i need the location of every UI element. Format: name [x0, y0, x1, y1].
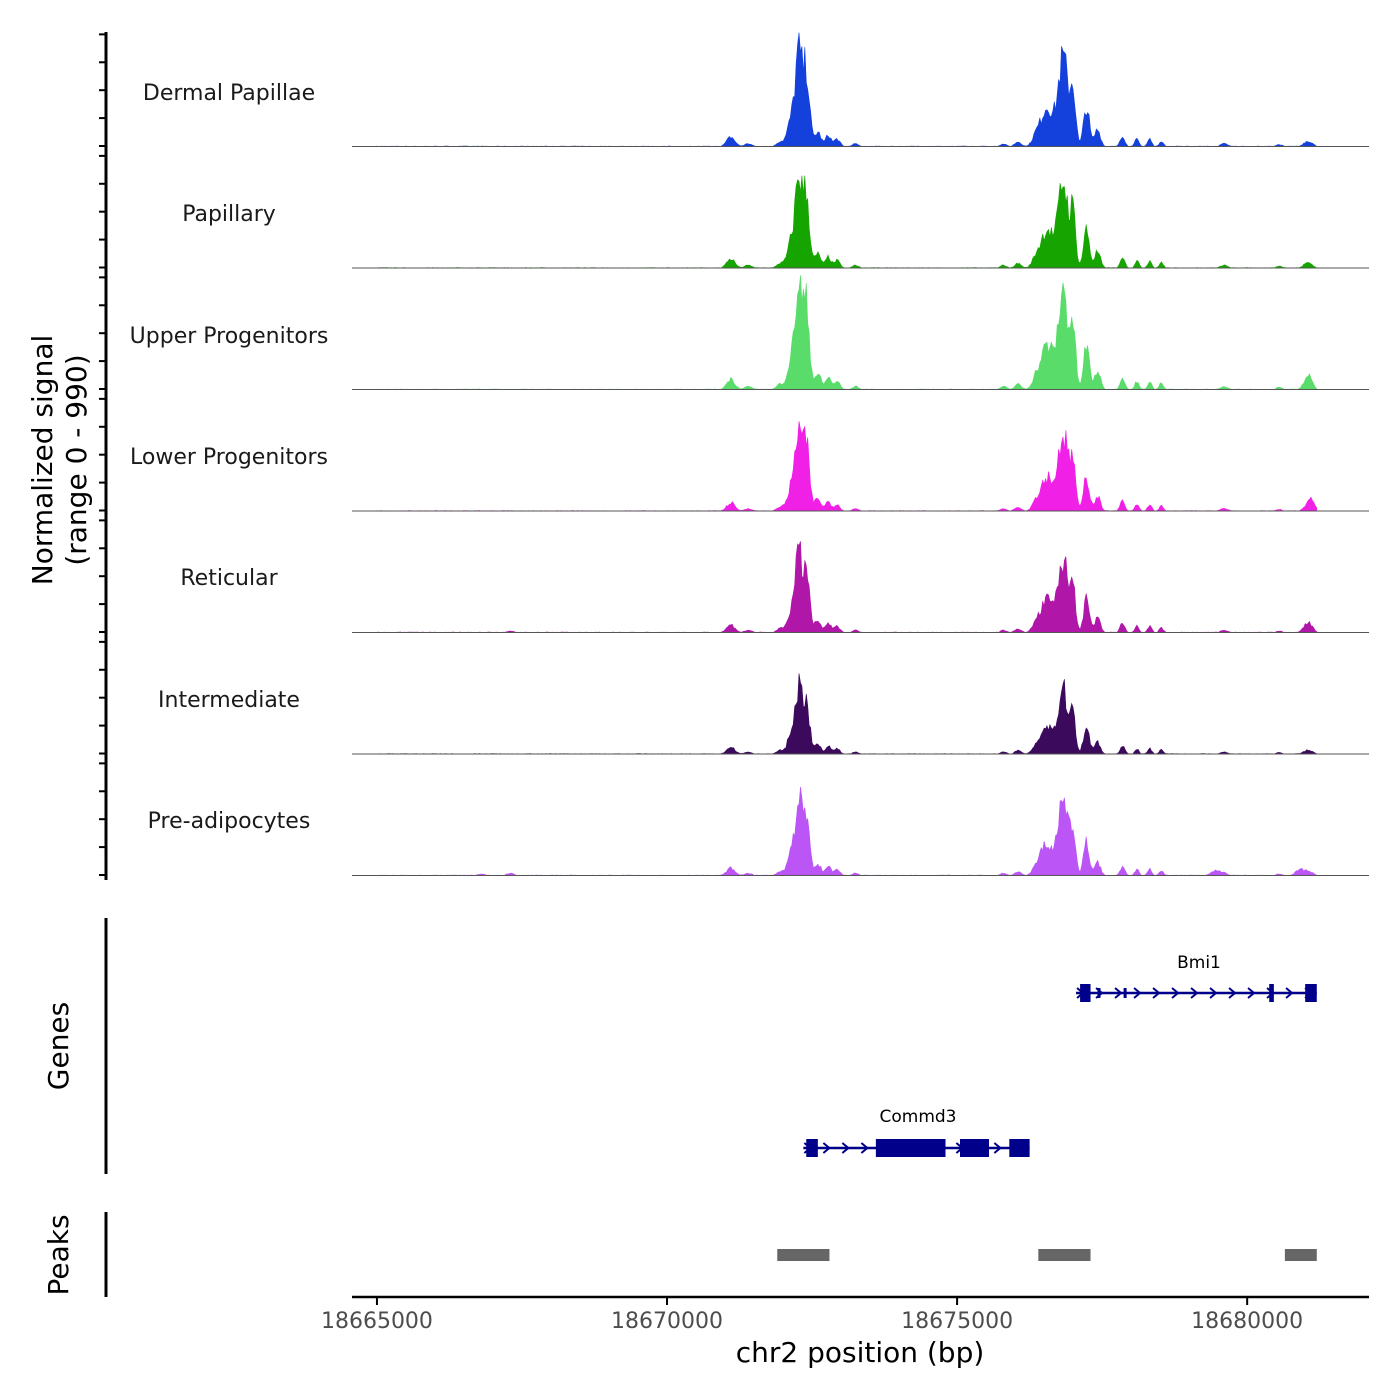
gene-exon: [1123, 988, 1127, 998]
x-tick-label-18675000: 18675000: [901, 1309, 1013, 1334]
gene-label-commd3: Commd3: [880, 1107, 957, 1127]
x-tick-label-18680000: 18680000: [1191, 1309, 1303, 1334]
gene-bmi1[interactable]: Bmi1: [1076, 953, 1317, 1002]
gene-exon: [1305, 984, 1317, 1002]
coverage-area-dermal-papillae: [376, 32, 1318, 147]
strand-arrow: [1285, 987, 1294, 999]
x-tick-label-18665000: 18665000: [321, 1309, 433, 1334]
gene-exon: [806, 1139, 818, 1157]
peak-bar-1[interactable]: [777, 1249, 830, 1261]
genes-panel-title: Genes: [42, 1002, 75, 1090]
peaks-panel-title: Peaks: [42, 1214, 75, 1295]
track-label-papillary: Papillary: [182, 202, 276, 227]
track-reticular: Reticular: [180, 541, 1369, 633]
track-label-pre-adipocytes: Pre-adipocytes: [148, 809, 311, 834]
track-pre-adipocytes: Pre-adipocytes: [148, 786, 1369, 876]
gene-label-bmi1: Bmi1: [1177, 953, 1221, 973]
track-label-intermediate: Intermediate: [158, 688, 300, 713]
coverage-area-reticular: [376, 541, 1318, 633]
gene-exon: [1080, 984, 1091, 1002]
strand-arrow: [1247, 987, 1256, 999]
strand-arrow: [1133, 987, 1142, 999]
track-upper-progenitors: Upper Progenitors: [130, 275, 1369, 390]
x-tick-label-18670000: 18670000: [611, 1309, 723, 1334]
coverage-area-intermediate: [376, 673, 1318, 755]
coverage-area-lower-progenitors: [376, 421, 1318, 512]
y-axis-title-line2: (range 0 - 990): [60, 354, 93, 565]
peak-bar-2[interactable]: [1038, 1249, 1091, 1261]
y-axis-title-line1: Normalized signal: [26, 335, 59, 586]
track-label-reticular: Reticular: [180, 566, 278, 591]
strand-arrow: [841, 1142, 850, 1154]
strand-arrow: [1209, 987, 1218, 999]
coverage-area-papillary: [376, 175, 1318, 269]
strand-arrow: [822, 1142, 831, 1154]
gene-exon: [1269, 984, 1274, 1002]
coverage-area-pre-adipocytes: [376, 786, 1318, 876]
strand-arrow: [860, 1142, 869, 1154]
gene-exon: [1097, 988, 1101, 998]
gene-exon: [959, 1139, 990, 1157]
track-papillary: Papillary: [182, 175, 1369, 269]
strand-arrow: [1114, 987, 1123, 999]
coverage-area-upper-progenitors: [376, 275, 1318, 390]
strand-arrow: [1152, 987, 1161, 999]
coverage-y-ticks: [99, 33, 106, 876]
track-label-lower-progenitors: Lower Progenitors: [130, 445, 328, 470]
track-intermediate: Intermediate: [158, 673, 1369, 755]
peak-bar-3[interactable]: [1284, 1249, 1317, 1261]
gene-exon: [1009, 1139, 1030, 1157]
track-lower-progenitors: Lower Progenitors: [130, 421, 1369, 512]
gene-model-commd3: [803, 1139, 1030, 1157]
x-axis-title: chr2 position (bp): [736, 1336, 985, 1369]
y-axis-title: Normalized signal (range 0 - 990): [26, 335, 93, 586]
strand-arrow: [1228, 987, 1237, 999]
strand-arrow: [1190, 987, 1199, 999]
track-label-upper-progenitors: Upper Progenitors: [130, 324, 329, 349]
gene-model-bmi1: [1076, 984, 1317, 1002]
gene-exon: [875, 1139, 946, 1157]
track-label-dermal-papillae: Dermal Papillae: [143, 81, 315, 106]
track-dermal-papillae: Dermal Papillae: [143, 32, 1369, 147]
strand-arrow: [993, 1142, 1002, 1154]
strand-arrow: [1171, 987, 1180, 999]
gene-commd3[interactable]: Commd3: [803, 1107, 1030, 1157]
